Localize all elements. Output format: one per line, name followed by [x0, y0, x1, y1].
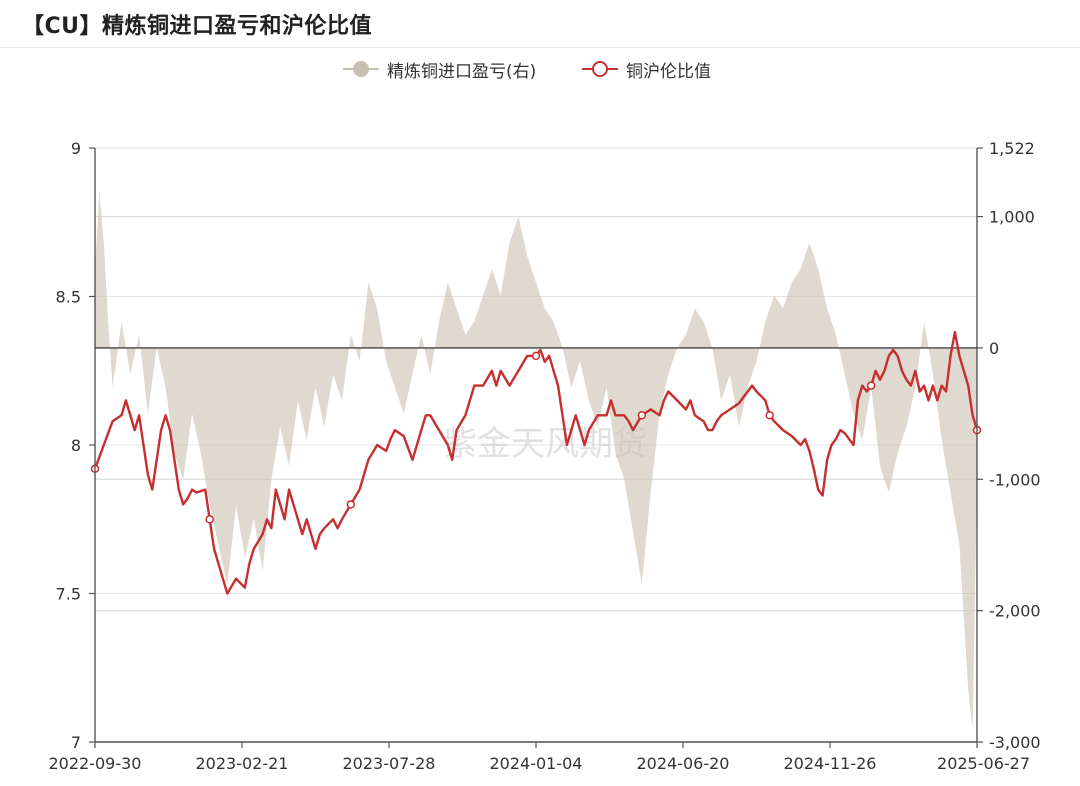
series-area-import-profit [95, 190, 977, 729]
legend: 精炼铜进口盈亏(右) 铜沪伦比值 [0, 54, 1080, 84]
legend-label-ratio: 铜沪伦比值 [626, 61, 711, 82]
ratio-point-marker-3 [531, 351, 541, 361]
x-tick-2: 2023-07-28 [343, 754, 436, 773]
legend-line-marker-icon [582, 61, 618, 77]
series-line-ratio [93, 330, 979, 595]
y-left-tick-0: 7 [71, 733, 81, 752]
ratio-point-marker-6 [866, 381, 876, 390]
legend-area-marker-icon [343, 61, 379, 77]
x-tick-0: 2022-09-30 [49, 754, 142, 773]
y-right-tick-4: 1,000 [989, 208, 1035, 227]
y-right-tick-0: -3,000 [989, 733, 1041, 752]
y-left-tick-1: 7.5 [56, 585, 81, 604]
chart-title: 【CU】精炼铜进口盈亏和沪伦比值 [22, 14, 373, 39]
y-right-tick-1: -2,000 [989, 602, 1041, 621]
legend-item-import-profit[interactable]: 精炼铜进口盈亏(右) [341, 54, 536, 84]
legend-item-ratio[interactable]: 铜沪伦比值 [580, 54, 711, 84]
y-right-tick-3: 0 [989, 339, 999, 358]
y-right-tick-5: 1,522 [989, 139, 1035, 158]
x-tick-6: 2025-06-27 [937, 754, 1030, 773]
ratio-point-marker-2 [346, 500, 356, 509]
ratio-point-marker-1 [205, 515, 214, 524]
x-tick-4: 2024-06-20 [637, 754, 730, 773]
y-left-tick-3: 8.5 [56, 288, 81, 307]
y-left-tick-2: 8 [71, 436, 81, 455]
ratio-point-marker-5 [765, 411, 774, 420]
y-left-tick-4: 9 [71, 139, 81, 158]
x-tick-3: 2024-01-04 [490, 754, 583, 773]
x-tick-1: 2023-02-21 [196, 754, 289, 773]
x-tick-5: 2024-11-26 [784, 754, 877, 773]
legend-label-import-profit: 精炼铜进口盈亏(右) [387, 61, 537, 82]
ratio-point-marker-4 [637, 411, 647, 420]
y-right-tick-2: -1,000 [989, 470, 1041, 489]
title-bar: 【CU】精炼铜进口盈亏和沪伦比值 [0, 0, 1080, 48]
